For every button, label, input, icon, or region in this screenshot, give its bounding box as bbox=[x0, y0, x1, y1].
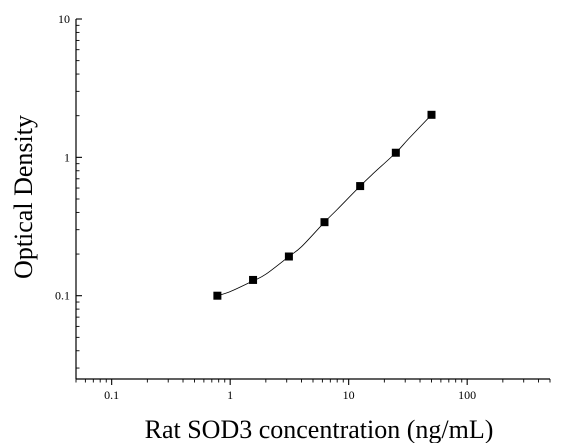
x-tick-label: 1 bbox=[227, 388, 233, 402]
y-tick-label: 1 bbox=[64, 150, 70, 164]
data-point bbox=[427, 110, 436, 119]
x-axis-tick-labels: 0.1 1 10 100 bbox=[104, 388, 476, 402]
y-axis-tick-labels: 0.1 1 10 bbox=[55, 12, 70, 303]
y-axis-title: Optical Density bbox=[9, 115, 38, 279]
data-point bbox=[320, 218, 329, 227]
fit-curve bbox=[217, 114, 432, 297]
x-tick-label: 0.1 bbox=[104, 388, 119, 402]
data-point bbox=[249, 275, 258, 284]
data-point bbox=[391, 148, 400, 157]
data-point bbox=[284, 252, 293, 261]
axes bbox=[75, 19, 550, 380]
y-tick-label: 0.1 bbox=[55, 289, 70, 303]
x-axis-title: Rat SOD3 concentration (ng/mL) bbox=[145, 415, 494, 443]
fit-curve-layer bbox=[217, 114, 432, 297]
x-tick-label: 10 bbox=[343, 388, 355, 402]
data-point bbox=[356, 182, 365, 191]
data-point bbox=[213, 291, 222, 300]
y-axis-ticks bbox=[76, 18, 82, 369]
data-points bbox=[213, 110, 436, 300]
x-tick-label: 100 bbox=[458, 388, 476, 402]
x-axis-ticks bbox=[75, 379, 551, 385]
y-tick-label: 10 bbox=[58, 12, 70, 26]
